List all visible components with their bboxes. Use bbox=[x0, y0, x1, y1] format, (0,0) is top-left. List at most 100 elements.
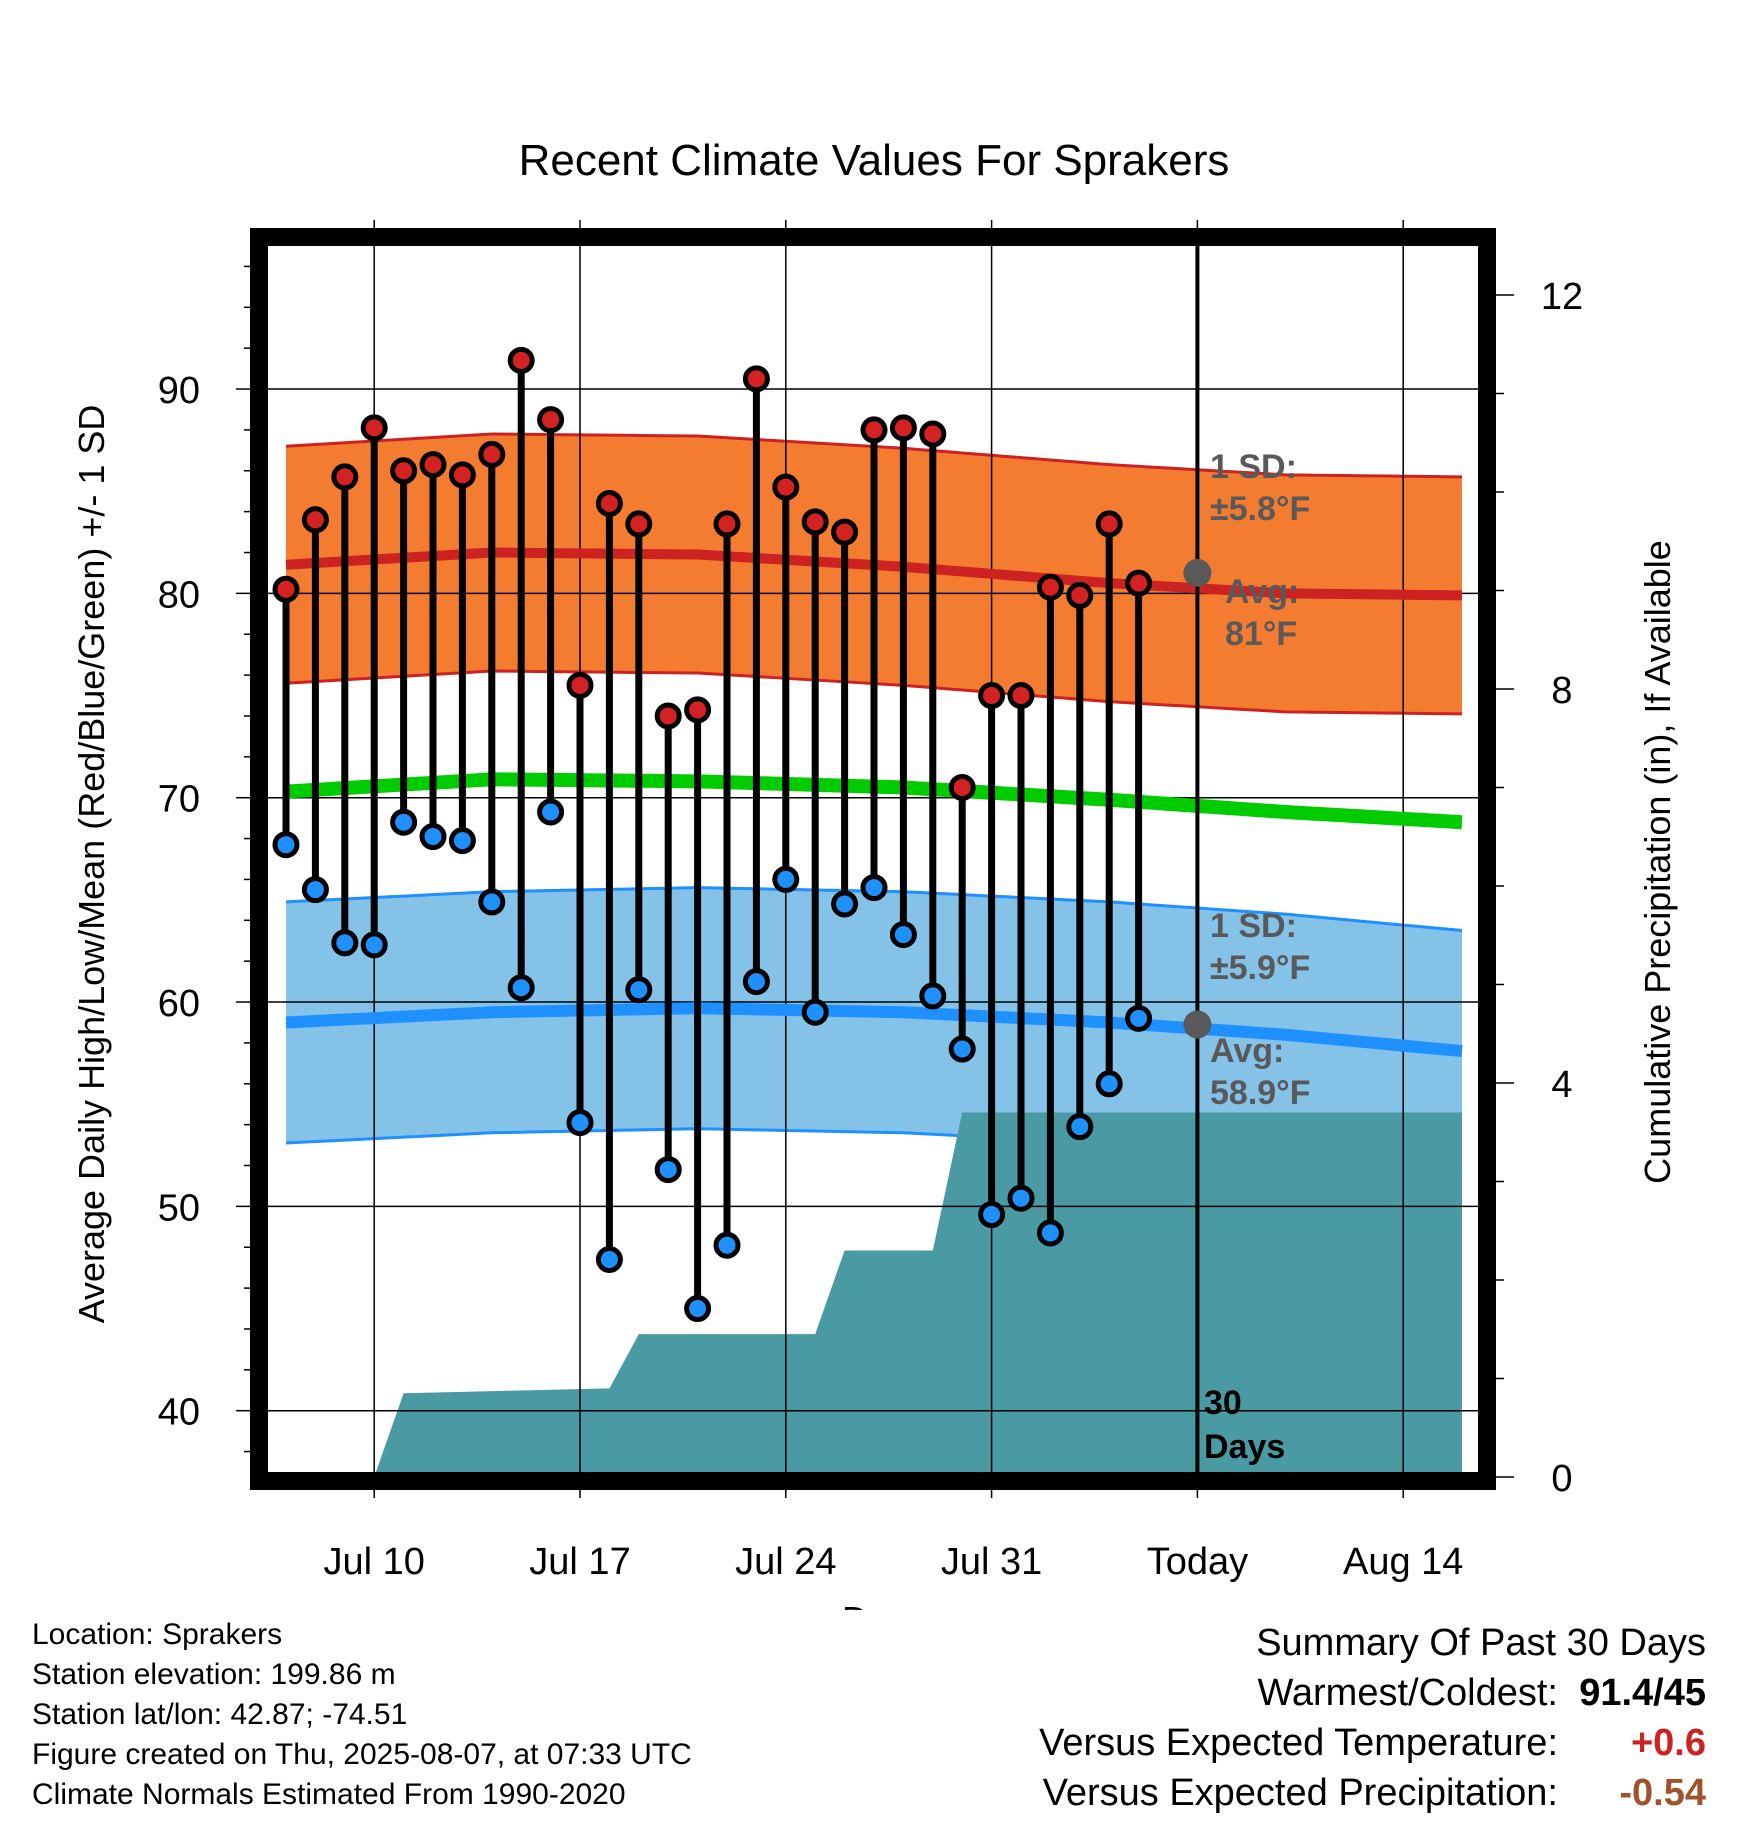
daily-low-point bbox=[448, 827, 476, 855]
daily-high-point bbox=[507, 346, 535, 374]
cumulative-precipitation bbox=[374, 1112, 1463, 1477]
daily-high-point bbox=[331, 463, 359, 491]
observed-stems bbox=[282, 360, 1143, 1309]
daily-low-point bbox=[654, 1156, 682, 1184]
daily-low-point bbox=[272, 831, 300, 859]
latlon-text: Station lat/lon: 42.87; -74.51 bbox=[32, 1698, 408, 1731]
y2-axis-label: Cumulative Precipitation (in), If Availa… bbox=[1637, 540, 1678, 1184]
low-sd-label-line: ±5.9°F bbox=[1210, 949, 1310, 987]
summary-row-temperature: Versus Expected Temperature: +0.6 bbox=[1039, 1718, 1706, 1768]
today-low-avg-marker bbox=[1183, 1010, 1212, 1039]
y-tick-label: 70 bbox=[158, 779, 200, 821]
low-avg-label-line: Avg: bbox=[1210, 1032, 1284, 1070]
low-sd-label: 1 SD: ±5.9°F bbox=[1210, 907, 1310, 987]
daily-high-point bbox=[860, 416, 888, 444]
summary-value: -0.54 bbox=[1619, 1772, 1706, 1814]
low-avg-label-line: 58.9°F bbox=[1210, 1074, 1311, 1112]
precipitation-area bbox=[374, 1112, 1463, 1477]
summary-value: 91.4/45 bbox=[1579, 1672, 1706, 1714]
daily-low-point bbox=[978, 1201, 1006, 1229]
high-avg-label: Avg: 81°F bbox=[1225, 573, 1299, 653]
daily-high-point bbox=[478, 440, 506, 468]
normal-low-line bbox=[285, 1002, 1463, 1058]
daily-high-point bbox=[448, 461, 476, 489]
daily-low-point bbox=[360, 931, 388, 959]
y2-tick-label: 12 bbox=[1541, 276, 1583, 318]
normals-text: Climate Normals Estimated From 1990-2020 bbox=[32, 1778, 626, 1811]
y-tick-label: 90 bbox=[158, 370, 200, 412]
daily-low-point bbox=[478, 888, 506, 916]
daily-low-point bbox=[889, 921, 917, 949]
climate-chart: Recent Climate Values For Sprakers 1 SD:… bbox=[71, 136, 1678, 1610]
x-tick-label: Today bbox=[1147, 1541, 1248, 1583]
daily-low-point bbox=[801, 998, 829, 1026]
daily-low-point bbox=[507, 974, 535, 1002]
observed-points bbox=[272, 346, 1153, 1323]
daily-high-point bbox=[742, 365, 770, 393]
y-tick-label: 40 bbox=[158, 1392, 200, 1434]
high-sd-label: 1 SD: ±5.8°F bbox=[1210, 448, 1310, 528]
daily-low-point bbox=[948, 1035, 976, 1063]
y-tick-label: 50 bbox=[158, 1187, 200, 1229]
daily-high-point bbox=[831, 518, 859, 546]
axes: 40 50 60 70 80 90 0 4 8 12 Jul 10 Jul 17 Jul 24 Jul 3… bbox=[71, 220, 1678, 1610]
daily-low-point bbox=[684, 1295, 712, 1323]
station-info: Location: Sprakers Station elevation: 19… bbox=[32, 1615, 692, 1815]
daily-low-point bbox=[566, 1109, 594, 1137]
daily-low-point bbox=[301, 876, 329, 904]
y2-tick-label: 8 bbox=[1551, 670, 1572, 712]
daily-low-point bbox=[625, 976, 653, 1004]
plot-frame bbox=[250, 228, 1496, 1490]
high-avg-label-line: Avg: bbox=[1225, 573, 1299, 611]
daily-high-point bbox=[272, 575, 300, 603]
y-tick-label: 80 bbox=[158, 574, 200, 616]
daily-low-point bbox=[1125, 1004, 1153, 1032]
y-axis-label: Average Daily High/Low/Mean (Red/Blue/Gr… bbox=[71, 405, 112, 1324]
daily-high-point bbox=[919, 420, 947, 448]
daily-high-point bbox=[566, 671, 594, 699]
daily-low-point bbox=[1007, 1184, 1035, 1212]
daily-high-point bbox=[301, 506, 329, 534]
daily-high-point bbox=[684, 696, 712, 724]
days-label-line: 30 bbox=[1204, 1384, 1242, 1422]
daily-high-point bbox=[889, 414, 917, 442]
daily-high-point bbox=[948, 773, 976, 801]
daily-low-point bbox=[390, 808, 418, 836]
daily-high-point bbox=[654, 702, 682, 730]
y-tick-label: 60 bbox=[158, 983, 200, 1025]
summary-panel: Summary Of Past 30 Days Warmest/Coldest:… bbox=[1039, 1618, 1706, 1818]
x-tick-label: Jul 31 bbox=[941, 1541, 1042, 1583]
daily-high-point bbox=[1066, 581, 1094, 609]
high-avg-label-line: 81°F bbox=[1225, 615, 1297, 653]
daily-high-point bbox=[801, 508, 829, 536]
daily-high-point bbox=[360, 414, 388, 442]
low-avg-label: Avg: 58.9°F bbox=[1210, 1032, 1311, 1112]
band-annotations: 1 SD: ±5.8°F Avg: 81°F 1 SD: ±5.9°F Avg: 58.9°F… bbox=[1183, 448, 1311, 1466]
daily-low-point bbox=[1095, 1070, 1123, 1098]
summary-label: Versus Expected Precipitation: bbox=[1042, 1772, 1558, 1814]
days-label-line: Days bbox=[1204, 1428, 1285, 1466]
daily-low-point bbox=[831, 890, 859, 918]
created-text: Figure created on Thu, 2025-08-07, at 07… bbox=[32, 1738, 692, 1771]
daily-high-point bbox=[390, 457, 418, 485]
location-text: Location: Sprakers bbox=[32, 1618, 283, 1651]
daily-low-point bbox=[860, 874, 888, 902]
summary-heading: Summary Of Past 30 Days bbox=[1256, 1622, 1706, 1664]
x-tick-label: Jul 24 bbox=[735, 1541, 836, 1583]
summary-row-warmest: Warmest/Coldest: 91.4/45 bbox=[1039, 1668, 1706, 1718]
daily-low-point bbox=[419, 823, 447, 851]
daily-high-point bbox=[419, 451, 447, 479]
daily-low-point bbox=[595, 1245, 623, 1273]
x-axis-label: Day bbox=[842, 1599, 906, 1610]
chart-title: Recent Climate Values For Sprakers bbox=[519, 136, 1230, 185]
daily-high-point bbox=[595, 489, 623, 517]
low-sd-label-line: 1 SD: bbox=[1210, 907, 1297, 945]
daily-high-point bbox=[1007, 682, 1035, 710]
daily-low-point bbox=[1066, 1113, 1094, 1141]
x-tick-label: Jul 17 bbox=[529, 1541, 630, 1583]
days-label: 30 Days bbox=[1204, 1384, 1285, 1466]
x-tick-label: Aug 14 bbox=[1343, 1541, 1463, 1583]
daily-low-point bbox=[331, 929, 359, 957]
daily-high-point bbox=[1095, 510, 1123, 538]
daily-low-point bbox=[742, 968, 770, 996]
